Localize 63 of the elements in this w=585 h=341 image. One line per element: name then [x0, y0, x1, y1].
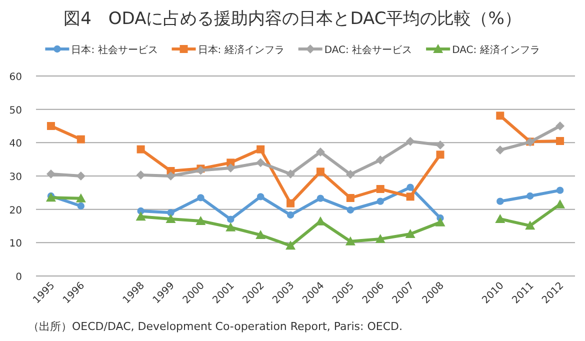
point	[167, 209, 174, 216]
point	[376, 185, 384, 193]
point	[406, 192, 414, 201]
point	[405, 229, 416, 238]
legend-label: 日本: 社会サービス	[71, 44, 158, 56]
point	[556, 186, 564, 194]
point	[406, 184, 414, 191]
chart-title: 図4 ODAに占める援助内容の日本とDAC平均の比較（%）	[64, 9, 522, 29]
point	[226, 164, 236, 172]
point	[495, 214, 506, 223]
point	[196, 216, 206, 225]
point	[256, 193, 264, 200]
point	[286, 240, 296, 250]
point	[226, 222, 236, 232]
point	[375, 234, 386, 243]
point	[256, 145, 265, 154]
point	[436, 150, 444, 159]
point	[525, 220, 536, 230]
point	[76, 193, 86, 202]
point	[46, 122, 55, 130]
point	[346, 170, 355, 179]
y-tick-label: 30	[9, 172, 22, 183]
point	[376, 198, 384, 205]
y-tick-label: 10	[9, 238, 22, 250]
point	[286, 170, 296, 178]
y-tick-label: 20	[9, 205, 22, 216]
point	[227, 216, 234, 223]
point	[435, 217, 446, 226]
y-tick-label: 50	[9, 105, 22, 116]
text: （出所）OECD/DAC, Development Co-operation Report, Paris: OECD.	[28, 320, 402, 333]
point	[406, 136, 415, 146]
point	[256, 230, 266, 239]
point	[76, 135, 85, 144]
point	[197, 194, 204, 202]
point	[286, 199, 295, 208]
point	[555, 199, 566, 208]
point	[256, 158, 266, 168]
point	[496, 198, 504, 205]
point	[316, 194, 324, 202]
point	[346, 194, 354, 202]
legend-label: DAC: 経済インフラ	[452, 44, 540, 56]
point	[556, 137, 564, 145]
point	[136, 145, 145, 154]
point	[436, 140, 445, 150]
point	[316, 168, 324, 176]
point	[136, 212, 146, 221]
y-tick-label: 60	[9, 72, 22, 83]
point	[345, 236, 356, 246]
point	[46, 170, 56, 178]
y-tick-label: 40	[9, 138, 22, 150]
point	[166, 214, 176, 223]
legend-label: DAC: 社会サービス	[324, 44, 412, 56]
point	[526, 192, 534, 200]
point	[556, 122, 565, 130]
point	[286, 211, 294, 219]
legend-label: 日本: 経済インフラ	[198, 44, 284, 56]
y-tick-label: 0	[16, 272, 22, 283]
point	[376, 156, 385, 164]
point	[496, 112, 504, 120]
point	[77, 202, 85, 210]
point	[496, 146, 505, 154]
point	[316, 148, 325, 156]
point	[346, 206, 354, 214]
